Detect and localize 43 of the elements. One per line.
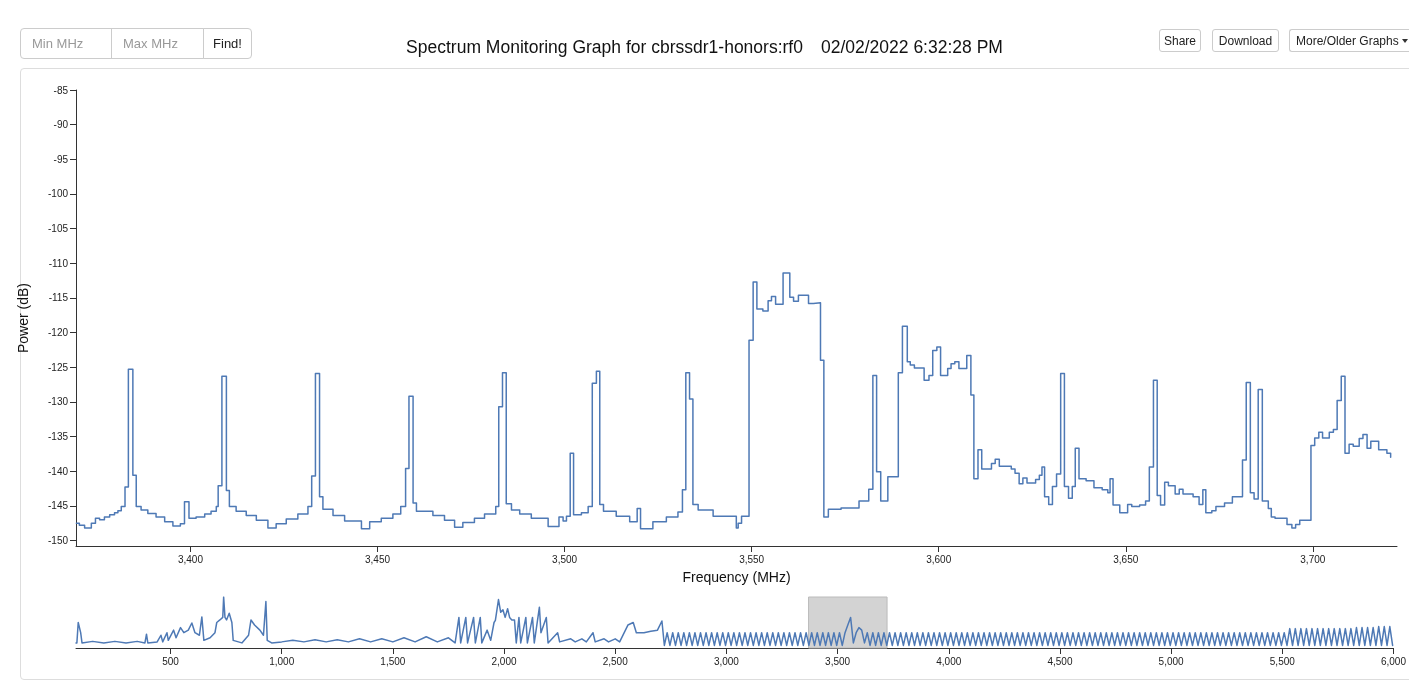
x-tick-label: 6,000 bbox=[1380, 655, 1407, 667]
x-tick-label: 3,500 bbox=[825, 655, 851, 667]
button: Find! bbox=[203, 28, 252, 59]
y-tick-label: -140 bbox=[47, 465, 69, 477]
x-tick-label: 4,500 bbox=[1047, 655, 1073, 667]
y-tick-label: -150 bbox=[47, 534, 69, 546]
y-axis-title: Power (dB) bbox=[15, 282, 31, 354]
x-tick-label: 3,650 bbox=[1113, 553, 1139, 565]
dropdown-button: More/Older Graphs bbox=[1289, 29, 1409, 52]
text-field: Max MHz bbox=[111, 28, 204, 59]
y-tick-label: -100 bbox=[47, 188, 69, 200]
x-tick-label: 1,000 bbox=[269, 655, 295, 667]
y-tick-label: -95 bbox=[53, 153, 69, 165]
text-field: Min MHz bbox=[20, 28, 112, 59]
y-tick-label: -90 bbox=[53, 119, 69, 131]
x-tick-label: 3,500 bbox=[552, 553, 578, 565]
x-tick-label: 3,000 bbox=[713, 655, 740, 667]
chart-title: Spectrum Monitoring Graph for cbrssdr1-honors:rf0 bbox=[406, 37, 803, 57]
x-tick-label: 2,500 bbox=[602, 655, 629, 667]
x-tick-label: 3,450 bbox=[365, 553, 391, 565]
x-tick-label: 5,000 bbox=[1158, 655, 1185, 667]
chart-subtitle: 02/02/2022 6:32:28 PM bbox=[820, 37, 1003, 57]
x-axis-title: Frequency (MHz) bbox=[682, 569, 791, 585]
x-tick-label: 4,000 bbox=[936, 655, 962, 667]
x-tick-label: 5,500 bbox=[1269, 655, 1296, 667]
y-tick-label: -125 bbox=[47, 361, 69, 373]
button: Download bbox=[1212, 29, 1279, 52]
y-tick-label: -145 bbox=[47, 500, 69, 512]
x-tick-label: 500 bbox=[162, 655, 180, 667]
y-tick-label: -135 bbox=[47, 431, 69, 442]
x-tick-label: 3,400 bbox=[177, 553, 204, 565]
y-tick-label: -105 bbox=[47, 223, 69, 235]
x-tick-label: 3,550 bbox=[739, 553, 765, 565]
button: Share bbox=[1159, 29, 1201, 52]
x-tick-label: 1,500 bbox=[380, 655, 406, 667]
x-tick-label: 2,000 bbox=[491, 655, 517, 667]
x-tick-label: 3,700 bbox=[1300, 553, 1326, 565]
x-tick-label: 3,600 bbox=[926, 553, 952, 565]
y-tick-label: -110 bbox=[48, 257, 69, 269]
y-tick-label: -120 bbox=[47, 327, 69, 339]
y-tick-label: -85 bbox=[53, 84, 69, 96]
y-tick-label: -115 bbox=[48, 292, 69, 304]
y-tick-label: -130 bbox=[47, 396, 69, 408]
